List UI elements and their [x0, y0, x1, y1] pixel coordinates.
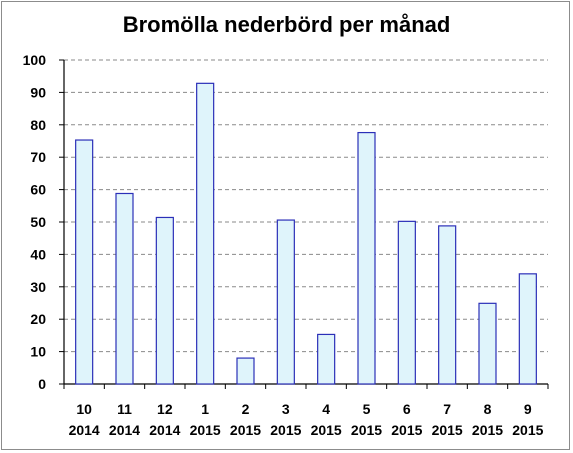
- x-tick-label-month: 10: [76, 401, 92, 417]
- x-tick-label-year: 2015: [432, 422, 463, 438]
- y-tick-label: 100: [23, 52, 47, 68]
- y-tick-label: 30: [30, 279, 46, 295]
- x-tick-label-year: 2015: [391, 422, 422, 438]
- bar: [196, 82, 215, 385]
- y-tick-label: 60: [30, 182, 46, 198]
- x-tick-label-year: 2015: [270, 422, 301, 438]
- bar: [236, 357, 255, 385]
- bar: [518, 273, 537, 385]
- x-tick-label-month: 8: [484, 401, 492, 417]
- bar: [115, 192, 134, 385]
- y-tick-label: 20: [30, 311, 46, 327]
- bar: [357, 131, 376, 385]
- x-tick-label-year: 2014: [109, 422, 140, 438]
- x-tick-label-month: 12: [157, 401, 173, 417]
- x-tick-label-year: 2015: [512, 422, 543, 438]
- x-tick-label-month: 1: [201, 401, 209, 417]
- x-tick-label-year: 2015: [351, 422, 382, 438]
- x-tick-label-month: 4: [322, 401, 330, 417]
- bar: [155, 216, 174, 385]
- x-tick-label-month: 5: [363, 401, 371, 417]
- bar: [438, 225, 457, 385]
- x-tick-label-month: 9: [524, 401, 532, 417]
- x-tick-label-year: 2014: [149, 422, 180, 438]
- y-tick-label: 40: [30, 246, 46, 262]
- y-tick-label: 50: [30, 214, 46, 230]
- bar: [75, 139, 94, 385]
- y-tick-label: 10: [30, 344, 46, 360]
- bar: [317, 333, 336, 385]
- x-tick-label-month: 3: [282, 401, 290, 417]
- x-tick-label-year: 2015: [190, 422, 221, 438]
- y-tick-label: 80: [30, 117, 46, 133]
- x-tick-label-month: 2: [242, 401, 250, 417]
- x-tick-label-year: 2015: [472, 422, 503, 438]
- x-tick-label-year: 2015: [311, 422, 342, 438]
- y-tick-label: 90: [30, 84, 46, 100]
- y-tick-label: 0: [38, 376, 46, 392]
- bar: [276, 219, 295, 385]
- y-tick-label: 70: [30, 149, 46, 165]
- bar: [397, 220, 416, 385]
- bar: [478, 302, 497, 385]
- x-tick-label-year: 2014: [69, 422, 100, 438]
- x-tick-label-month: 7: [443, 401, 451, 417]
- x-tick-label-year: 2015: [230, 422, 261, 438]
- x-tick-label-month: 11: [117, 401, 132, 417]
- chart-title: Bromölla nederbörd per månad: [122, 12, 451, 37]
- x-tick-label-month: 6: [403, 401, 411, 417]
